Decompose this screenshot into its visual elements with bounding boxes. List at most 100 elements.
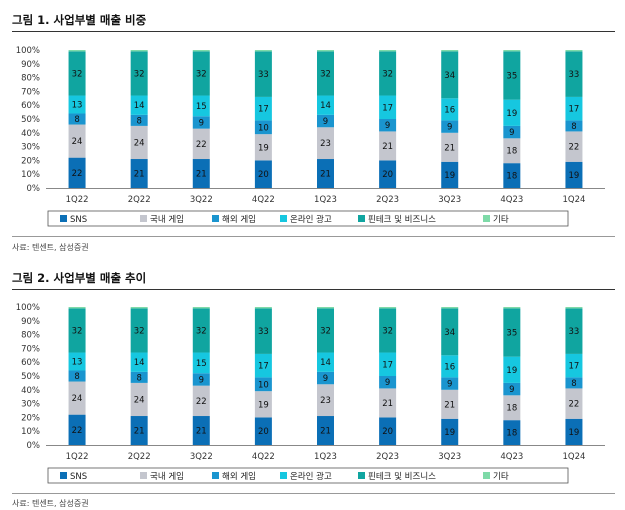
data-label: 33 [569,327,580,337]
bar-segment [503,308,521,357]
data-label: 17 [382,360,393,370]
x-tick-label: 3Q22 [190,195,213,205]
bar-segment [379,131,397,161]
bar-segment [441,98,459,121]
legend-box [47,210,569,227]
x-tick-label: 2Q22 [128,452,151,462]
bar-segment [192,116,210,129]
bar-segment [68,381,86,415]
data-label: 21 [196,170,207,180]
y-tick-label: 30% [21,400,40,410]
data-label: 9 [385,378,390,388]
data-label: 24 [134,395,145,405]
bar-segment [379,352,397,376]
bar-segment [503,382,521,396]
data-label: 22 [196,140,207,150]
bar-segment [317,371,334,385]
x-tick-label: 1Q23 [314,452,337,462]
data-label: 8 [136,373,141,383]
bar-segment [254,96,272,121]
legend-label: 핀테크 및 비즈니스 [368,214,436,225]
data-label: 14 [134,101,145,111]
bar-segment [254,120,272,135]
x-tick-label: 2Q22 [128,195,151,205]
data-label: 34 [444,71,455,81]
x-tick-label: 1Q22 [66,195,89,205]
data-label: 19 [444,171,455,181]
bar-segment [565,388,583,419]
bar-segment [441,120,459,133]
legend-label: 해외 게임 [222,471,256,482]
data-label: 22 [72,426,83,436]
y-tick-label: 0% [27,441,41,451]
data-label: 21 [134,170,145,180]
data-label: 21 [444,400,455,410]
bar-segment [68,51,86,96]
legend-swatch [483,215,490,222]
bar-segment [379,119,397,132]
data-label: 9 [509,385,514,395]
legend-item: 핀테크 및 비즈니스 [358,471,436,482]
bar-segment [379,51,397,96]
legend-swatch [212,472,219,479]
bar-segment [379,307,397,309]
y-tick-label: 80% [21,74,40,84]
bar-segment [68,352,86,371]
legend-box [47,467,569,484]
y-tick-label: 60% [21,101,40,111]
data-label: 20 [382,170,393,180]
data-label: 8 [571,122,576,132]
x-tick-label: 2Q23 [376,452,399,462]
legend-label: 온라인 광고 [290,214,332,225]
data-label: 33 [569,70,580,80]
y-tick-label: 20% [21,413,40,423]
bar-segment [565,353,583,378]
legend-item: SNS [60,472,87,482]
data-label: 19 [258,400,269,410]
data-label: 21 [134,427,145,437]
data-label: 22 [72,169,83,179]
data-label: 17 [258,105,269,115]
y-tick-label: 10% [21,427,40,437]
data-label: 19 [506,109,517,119]
data-label: 19 [258,143,269,153]
x-tick-label: 2Q23 [376,195,399,205]
data-label: 32 [382,326,393,336]
legend-label: 국내 게임 [150,471,184,482]
y-tick-label: 30% [21,143,40,153]
bar-segment [441,355,459,378]
bar-segment [565,161,583,188]
data-label: 32 [382,69,393,79]
bar-segment [254,391,272,418]
legend-swatch [212,215,219,222]
bar-segment [192,159,210,188]
legend-label: 기타 [493,472,509,482]
bar-segment [565,308,583,354]
bar-segment [192,385,210,417]
y-tick-label: 90% [21,60,40,70]
bar-segment [565,377,583,389]
bar-segment [565,131,583,162]
legend-label: 온라인 광고 [290,471,332,482]
legend-swatch [358,215,365,222]
data-label: 17 [382,103,393,113]
bar-segment [254,134,272,161]
bar-segment [130,114,148,126]
data-label: 19 [506,366,517,376]
bar-segment [130,416,148,445]
data-label: 21 [444,143,455,153]
data-label: 21 [320,170,331,180]
legend-item: 온라인 광고 [280,471,332,482]
bar-segment [68,113,86,125]
data-label: 17 [258,362,269,372]
legend-item: 해외 게임 [212,214,256,225]
bar-segment [441,418,459,445]
bar-segment [68,157,86,188]
x-tick-label: 4Q22 [252,452,275,462]
y-tick-label: 50% [21,115,40,125]
data-label: 32 [320,69,331,79]
data-label: 8 [74,115,79,125]
y-tick-label: 40% [21,129,40,139]
legend-label: SNS [70,215,87,225]
data-label: 21 [320,427,331,437]
